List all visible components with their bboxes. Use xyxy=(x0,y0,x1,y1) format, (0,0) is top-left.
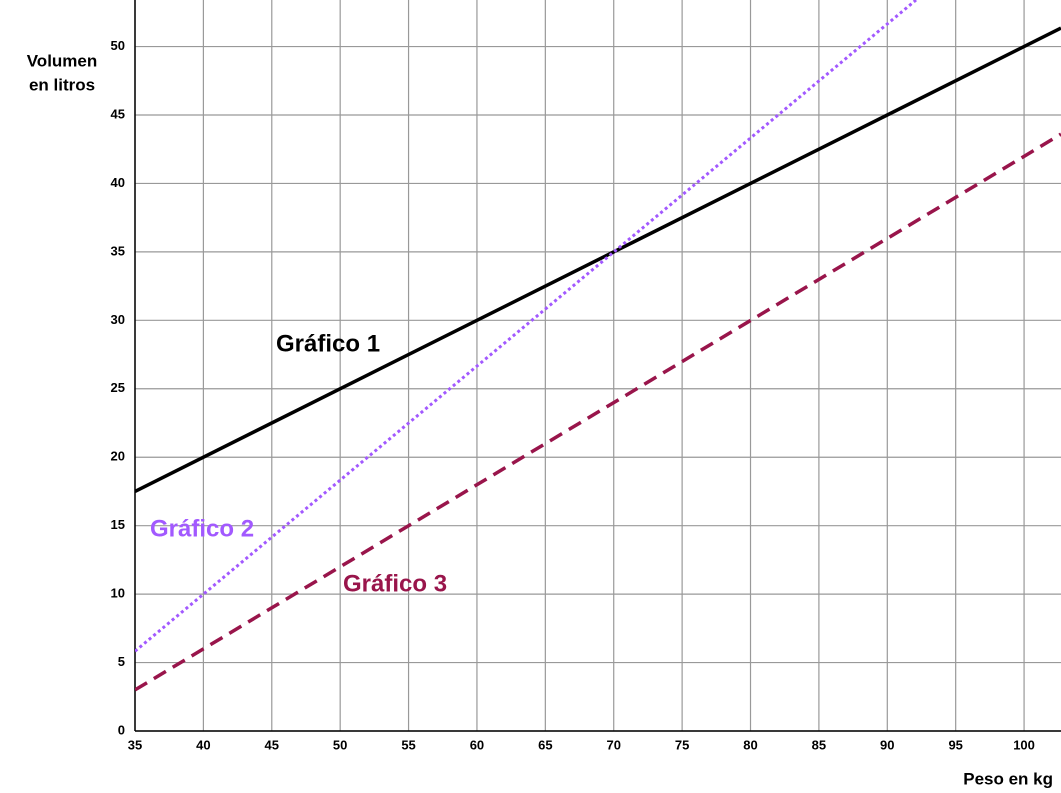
x-tick-label: 90 xyxy=(880,737,894,752)
x-tick-label: 65 xyxy=(538,737,552,752)
y-tick-label: 20 xyxy=(111,449,125,464)
series-label: Gráfico 1 xyxy=(276,330,380,357)
x-tick-label: 80 xyxy=(743,737,757,752)
y-tick-label: 30 xyxy=(111,312,125,327)
y-tick-label: 5 xyxy=(118,654,125,669)
y-axis-title: Volumen xyxy=(27,51,98,70)
x-tick-label: 70 xyxy=(606,737,620,752)
x-tick-label: 60 xyxy=(470,737,484,752)
x-tick-label: 35 xyxy=(128,737,142,752)
x-tick-label: 50 xyxy=(333,737,347,752)
y-tick-label: 50 xyxy=(111,38,125,53)
plot-area xyxy=(135,0,1061,692)
y-tick-label: 0 xyxy=(118,722,125,737)
x-tick-label: 95 xyxy=(948,737,962,752)
series-line xyxy=(135,26,1061,494)
y-axis-title: en litros xyxy=(29,75,95,94)
x-tick-label: 40 xyxy=(196,737,210,752)
x-tick-label: 100 xyxy=(1013,737,1035,752)
x-tick-label: 75 xyxy=(675,737,689,752)
x-tick-label: 55 xyxy=(401,737,415,752)
y-tick-label: 40 xyxy=(111,175,125,190)
x-axis-title: Peso en kg xyxy=(963,769,1053,788)
series-line xyxy=(135,132,1061,692)
x-tick-label: 45 xyxy=(265,737,279,752)
x-tick-label: 85 xyxy=(812,737,826,752)
series-line xyxy=(135,0,917,653)
y-tick-label: 15 xyxy=(111,517,125,532)
series-label: Gráfico 2 xyxy=(150,515,254,542)
y-tick-label: 25 xyxy=(111,380,125,395)
y-tick-label: 10 xyxy=(111,586,125,601)
y-tick-label: 35 xyxy=(111,243,125,258)
y-tick-label: 45 xyxy=(111,106,125,121)
series-label: Gráfico 3 xyxy=(343,570,447,597)
